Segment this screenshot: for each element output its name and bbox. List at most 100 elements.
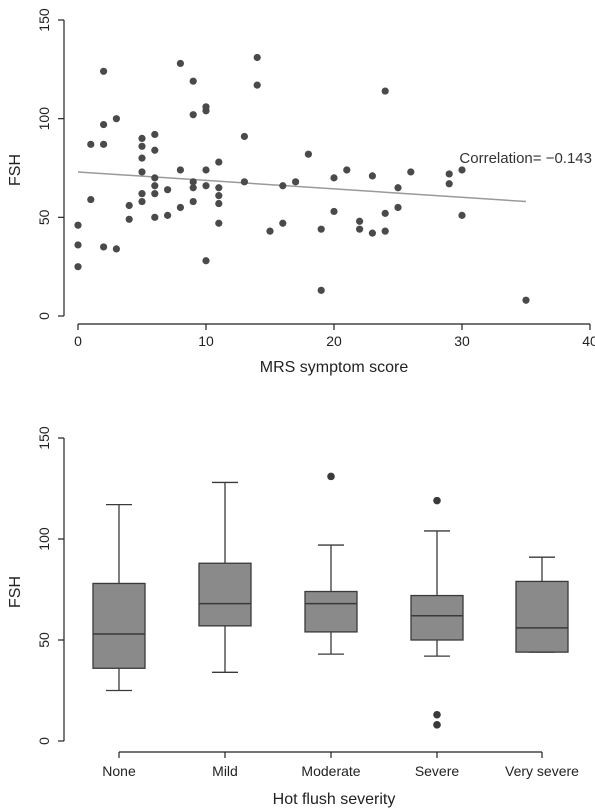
scatter-point	[279, 219, 287, 227]
scatter-point	[368, 229, 376, 237]
scatter-point	[202, 182, 210, 190]
scatter-point	[330, 207, 338, 216]
scatter-y-axis-title: FSH	[7, 154, 24, 186]
scatter-x-tick-label: 20	[326, 333, 342, 349]
box-iqr	[515, 580, 569, 653]
box-outlier	[433, 710, 441, 719]
scatter-point	[266, 227, 274, 235]
box-iqr	[304, 590, 358, 633]
correlation-annotation: Correlation= −0.143	[459, 150, 592, 167]
scatter-point	[279, 182, 287, 190]
scatter-point	[189, 111, 197, 119]
box-x-tick-label: Mild	[212, 763, 238, 779]
scatter-point	[164, 186, 172, 194]
scatter-point	[138, 134, 146, 142]
scatter-x-axis-title: MRS symptom score	[260, 359, 409, 376]
scatter-fit-line	[77, 171, 527, 203]
scatter-point	[138, 168, 146, 176]
scatter-point	[112, 115, 120, 123]
scatter-point	[138, 190, 146, 198]
scatter-point	[240, 132, 248, 141]
scatter-point	[176, 166, 184, 174]
scatter-point	[317, 286, 325, 294]
scatter-point	[368, 172, 376, 180]
scatter-point	[381, 227, 389, 235]
scatter-point	[343, 166, 351, 174]
scatter-point	[87, 140, 95, 148]
scatter-point	[458, 211, 466, 219]
scatter-point	[87, 195, 95, 204]
scatter-point	[522, 296, 530, 304]
scatter-point	[138, 154, 146, 162]
scatter-point	[202, 166, 210, 174]
scatter-point	[330, 174, 338, 182]
scatter-point	[317, 225, 325, 233]
scatter-point	[176, 59, 184, 68]
scatter-point	[189, 77, 197, 85]
scatter-point	[394, 203, 402, 212]
scatter-point	[100, 243, 108, 251]
scatter-point	[445, 170, 453, 178]
scatter-point	[151, 130, 159, 139]
box-outlier	[327, 472, 335, 481]
scatter-point	[215, 192, 223, 200]
scatter-point	[215, 199, 223, 208]
scatter-point	[253, 53, 261, 62]
scatter-point	[164, 211, 172, 219]
scatter-point	[151, 182, 159, 190]
scatter-y-tick-label: 0	[36, 312, 52, 320]
box-iqr	[92, 582, 146, 669]
scatter-point	[253, 81, 261, 89]
scatter-x-tick-label: 0	[74, 333, 82, 349]
scatter-point	[189, 178, 197, 186]
scatter-x-tick-label: 30	[454, 333, 470, 349]
scatter-point	[100, 120, 108, 129]
box-y-tick-label: 50	[36, 632, 52, 648]
box-y-tick-label: 0	[36, 737, 52, 745]
scatter-point	[74, 263, 82, 271]
scatter-point	[125, 201, 133, 210]
scatter-point	[74, 241, 82, 249]
scatter-y-tick-label: 100	[36, 107, 52, 131]
box-iqr	[198, 562, 252, 627]
scatter-point	[381, 87, 389, 95]
scatter-point	[215, 158, 223, 166]
box-y-tick-label: 150	[36, 426, 52, 450]
scatter-point	[381, 209, 389, 217]
scatter-x-tick-label: 40	[582, 333, 595, 349]
scatter-point	[202, 107, 210, 115]
box-y-tick-label: 100	[36, 527, 52, 551]
box-outlier	[433, 721, 441, 729]
scatter-point	[215, 219, 223, 227]
scatter-point	[151, 213, 159, 221]
box-x-tick-label: None	[102, 763, 136, 779]
scatter-point	[240, 178, 248, 186]
scatter-y-tick-label: 50	[36, 209, 52, 225]
scatter-point	[394, 184, 402, 192]
scatter-point	[445, 180, 453, 188]
box-x-tick-label: Severe	[415, 763, 460, 779]
box-x-tick-label: Moderate	[301, 763, 360, 779]
scatter-x-tick-label: 10	[198, 333, 214, 349]
scatter-point	[292, 178, 300, 186]
scatter-point	[458, 166, 466, 174]
box-x-tick-label: Very severe	[505, 763, 579, 779]
scatter-point	[112, 245, 120, 253]
scatter-point	[100, 140, 108, 148]
scatter-point	[74, 221, 82, 229]
scatter-point	[151, 146, 159, 154]
scatter-point	[189, 184, 197, 192]
scatter-point	[138, 197, 146, 206]
box-iqr	[410, 594, 464, 641]
scatter-point	[138, 142, 146, 150]
scatter-point	[407, 168, 415, 176]
scatter-point	[151, 190, 159, 198]
box-y-axis-title: FSH	[7, 576, 24, 608]
scatter-point	[304, 150, 312, 158]
box-outlier	[433, 496, 441, 505]
scatter-y-tick-label: 150	[36, 8, 52, 32]
scatter-point	[125, 215, 133, 223]
scatter-point	[215, 184, 223, 192]
